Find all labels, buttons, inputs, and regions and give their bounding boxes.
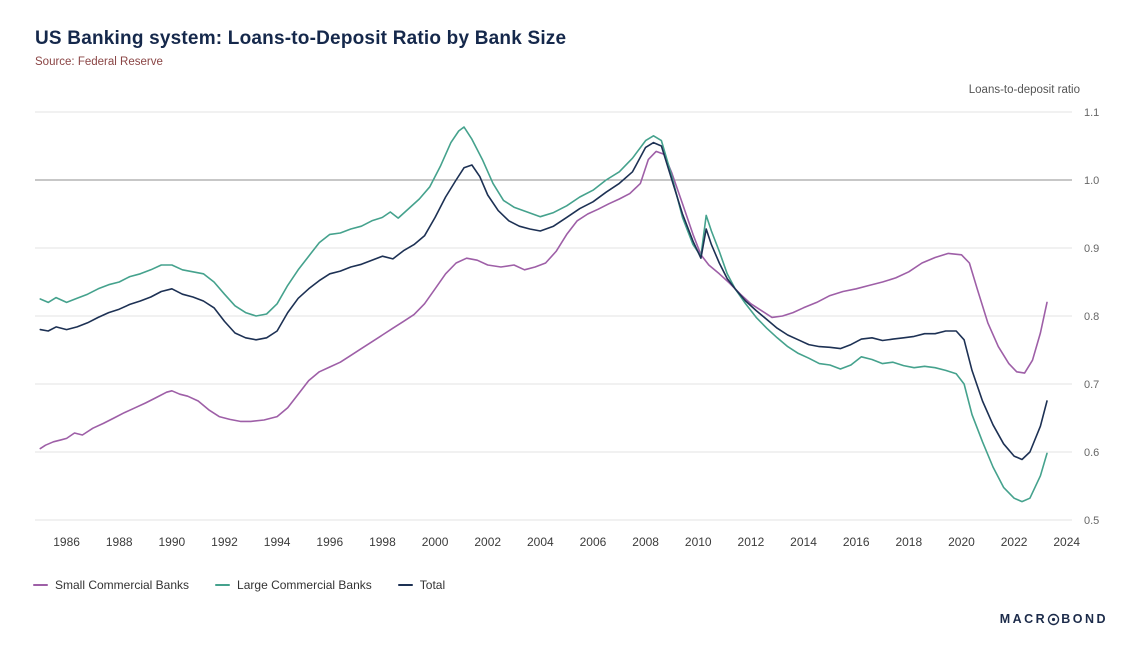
svg-text:2012: 2012 (738, 535, 765, 549)
svg-text:1992: 1992 (211, 535, 238, 549)
legend-swatch-total (397, 584, 413, 586)
svg-text:2014: 2014 (790, 535, 817, 549)
svg-text:2002: 2002 (474, 535, 501, 549)
svg-text:1998: 1998 (369, 535, 396, 549)
svg-text:2006: 2006 (580, 535, 607, 549)
svg-text:2000: 2000 (422, 535, 449, 549)
legend-swatch-large-commercial-banks (215, 584, 231, 586)
svg-text:0.7: 0.7 (1084, 379, 1099, 391)
svg-text:1994: 1994 (264, 535, 291, 549)
svg-text:0.8: 0.8 (1084, 311, 1099, 323)
svg-text:1996: 1996 (316, 535, 343, 549)
page-title: US Banking system: Loans-to-Deposit Rati… (35, 28, 567, 49)
chart-area: 0.5 0.6 0.7 0.8 0.9 1.0 1.1 1986 1988 1990 1992 199… (30, 100, 1130, 567)
svg-text:2008: 2008 (632, 535, 659, 549)
legend-label-large-commercial-banks: Large Commercial Banks (237, 578, 372, 592)
svg-text:1.0: 1.0 (1084, 175, 1099, 187)
svg-text:2010: 2010 (685, 535, 712, 549)
legend-item-small-commercial-banks: Small Commercial Banks (33, 578, 189, 592)
svg-text:1990: 1990 (159, 535, 186, 549)
svg-text:1.1: 1.1 (1084, 107, 1099, 119)
svg-text:0.6: 0.6 (1084, 447, 1099, 459)
legend-swatch-small-commercial-banks (33, 584, 48, 586)
logo-text-right: BOND (1061, 612, 1108, 626)
svg-text:2020: 2020 (948, 535, 975, 549)
source-label: Source: Federal Reserve (35, 56, 163, 68)
svg-text:0.9: 0.9 (1084, 243, 1099, 255)
chart-svg: 0.5 0.6 0.7 0.8 0.9 1.0 1.1 1986 1988 1990 1992 199… (35, 107, 1099, 549)
chart-header: US Banking system: Loans-to-Deposit Rati… (35, 28, 566, 68)
y-axis-caption: Loans-to-deposit ratio (968, 84, 1080, 96)
svg-text:0.5: 0.5 (1084, 515, 1099, 527)
svg-text:2024: 2024 (1053, 535, 1080, 549)
legend: Small Commercial Banks Large Commercial … (33, 578, 445, 592)
macrobond-circle-icon (1047, 613, 1060, 626)
svg-text:2016: 2016 (843, 535, 870, 549)
svg-text:1986: 1986 (53, 535, 80, 549)
legend-item-total: Total (397, 578, 446, 592)
macrobond-logo: MACR BOND (1000, 612, 1108, 626)
svg-text:2004: 2004 (527, 535, 554, 549)
logo-text-left: MACR (999, 612, 1048, 626)
legend-label-small-commercial-banks: Small Commercial Banks (55, 578, 190, 592)
svg-text:2018: 2018 (895, 535, 922, 549)
svg-text:2022: 2022 (1001, 535, 1028, 549)
legend-item-large-commercial-banks: Large Commercial Banks (215, 578, 372, 592)
svg-text:1988: 1988 (106, 535, 133, 549)
legend-label-total: Total (419, 578, 446, 592)
